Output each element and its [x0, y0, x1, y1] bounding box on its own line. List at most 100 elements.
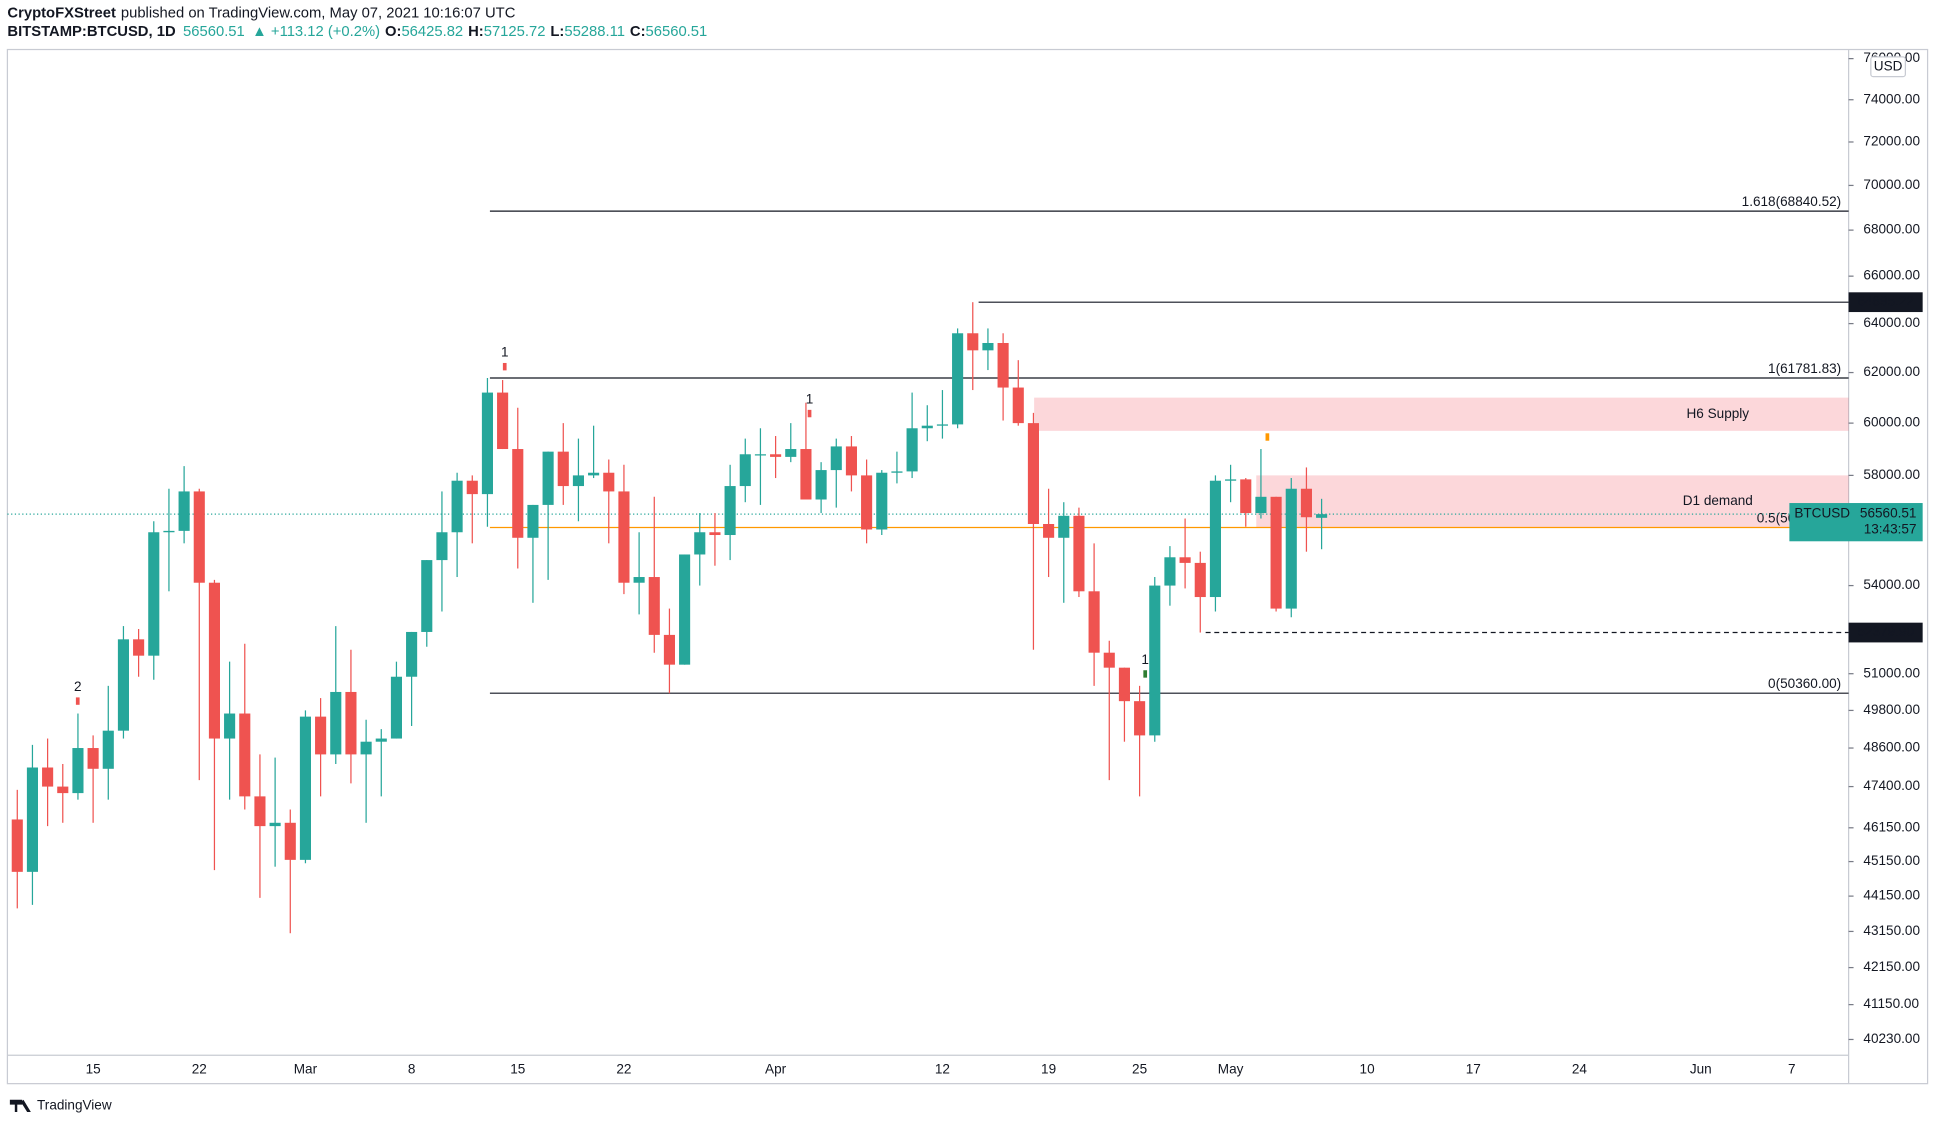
y-tick-label: 49800.00	[1863, 702, 1920, 717]
y-tick-label: 48600.00	[1863, 740, 1920, 755]
symbol: BITSTAMP:BTCUSD, 1D	[7, 24, 176, 40]
x-tick-label: 15	[86, 1062, 101, 1077]
y-tick-label: 62000.00	[1863, 364, 1920, 379]
candle-body	[845, 446, 857, 476]
price-tag-label: 64895.22	[1857, 294, 1914, 309]
y-tick-label: 74000.00	[1863, 91, 1920, 106]
x-tick-label: 8	[408, 1062, 416, 1077]
candle-body	[876, 472, 888, 530]
candle-body	[633, 577, 645, 583]
candle-body	[87, 748, 99, 769]
y-tick-label: 40230.00	[1863, 1031, 1920, 1046]
candle-body	[1225, 479, 1237, 481]
candle-body	[299, 716, 311, 860]
ohlc-value: 57125.72	[484, 24, 546, 40]
chart-frame	[6, 48, 1929, 1085]
candle-body	[1027, 423, 1039, 525]
candle-body	[11, 819, 23, 872]
ohlc-label: L:	[550, 24, 564, 40]
candle-body	[390, 676, 402, 739]
header-line: CryptoFXStreet published on TradingView.c…	[7, 6, 515, 22]
candle-body	[542, 451, 554, 505]
candle-body	[830, 446, 842, 471]
candle-body	[269, 822, 281, 827]
candle-body	[936, 424, 948, 426]
candle-body	[1073, 515, 1085, 592]
x-tick-label: 22	[192, 1062, 207, 1077]
ohlc-value: 55288.11	[564, 24, 625, 40]
candle-body	[648, 577, 660, 635]
candle-body	[208, 582, 220, 739]
candle-body	[148, 532, 160, 656]
candle-body	[57, 786, 69, 794]
candle-body	[1316, 514, 1328, 518]
candle-body	[178, 491, 190, 531]
lines: 1.618(68840.52)1(61781.83)0.5(56070.92)0…	[7, 194, 1849, 694]
published: published on TradingView.com, May 07, 20…	[121, 6, 516, 22]
candle-body	[1118, 667, 1130, 702]
candle-body	[239, 713, 251, 797]
ohlc-label: C:	[630, 24, 646, 40]
candle-body	[1134, 701, 1146, 736]
candle-body	[997, 342, 1009, 388]
candle-body	[254, 796, 266, 827]
candle-body	[1103, 652, 1115, 668]
candle-body	[26, 767, 38, 872]
candle-body	[360, 741, 372, 755]
candle-body	[1058, 515, 1070, 538]
unit: USD	[1874, 58, 1903, 73]
y-tick-label: 46150.00	[1863, 819, 1920, 834]
candle-body	[967, 333, 979, 351]
y-tick-label: 64000.00	[1863, 315, 1920, 330]
zone-label: D1 demand	[1683, 493, 1753, 508]
y-tick-label: 51000.00	[1863, 665, 1920, 680]
candle-body	[421, 560, 433, 632]
td-glyph	[807, 409, 812, 418]
candle-body	[1088, 591, 1100, 653]
candle-body	[436, 532, 448, 561]
candle-body	[982, 342, 994, 351]
y-tick-label: 47400.00	[1863, 778, 1920, 793]
candles	[11, 302, 1328, 934]
last-symbol: BTCUSD	[1794, 506, 1850, 521]
candle-body	[1149, 585, 1161, 736]
candle-body	[481, 392, 493, 495]
candle-body	[1043, 524, 1055, 538]
td-glyph	[1143, 670, 1148, 678]
candle-body	[785, 449, 797, 457]
td-glyph	[1265, 433, 1270, 441]
candle-body	[557, 451, 569, 487]
candle-body	[1300, 488, 1312, 518]
y-tick-label: 42150.00	[1863, 959, 1920, 974]
symbol-line: BITSTAMP:BTCUSD, 1D 56560.51 ▲ +113.12 (+0…	[7, 24, 707, 40]
candle-body	[375, 738, 387, 742]
change: ▲ +113.12 (+0.2%)	[252, 24, 380, 40]
candle-body	[1209, 480, 1221, 598]
candle-body	[724, 486, 736, 536]
td-marker: 1	[1141, 652, 1149, 667]
x-tick-label: 25	[1132, 1062, 1147, 1077]
candle-body	[906, 428, 918, 472]
candle-body	[42, 767, 54, 787]
last-close: 56560.51	[183, 24, 245, 40]
candle-body	[527, 504, 539, 538]
x-tick-label: May	[1218, 1062, 1244, 1077]
candle-body	[1194, 562, 1206, 598]
candle-body	[1255, 496, 1267, 514]
candle-body	[572, 475, 584, 487]
y-tick-label: 43150.00	[1863, 923, 1920, 938]
x-tick-label: 24	[1572, 1062, 1588, 1077]
y-tick-label: 54000.00	[1863, 577, 1920, 592]
candle-body	[1285, 488, 1297, 609]
candle-body	[754, 454, 766, 456]
candle-body	[663, 634, 675, 665]
candle-body	[891, 471, 903, 473]
y-tick-label: 58000.00	[1863, 467, 1920, 482]
unit-box	[1870, 56, 1906, 78]
candle-body	[815, 470, 827, 500]
td-glyph	[75, 697, 80, 705]
last-price-tag	[1789, 503, 1923, 542]
candle-body	[861, 475, 873, 530]
td-marker: 1	[806, 392, 814, 407]
